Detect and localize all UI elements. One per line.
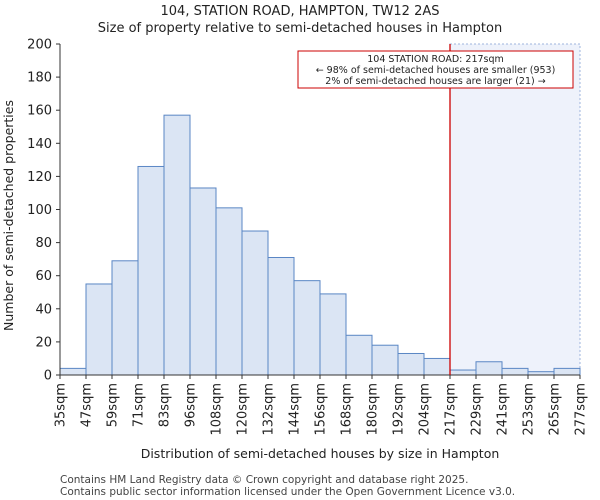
y-axis-label: Number of semi-detached properties xyxy=(1,100,16,331)
x-tick-label: 120sqm xyxy=(236,383,251,436)
bar-96sqm xyxy=(189,187,217,376)
x-tick-label: 144sqm xyxy=(288,383,303,436)
x-tick-label: 47sqm xyxy=(80,383,95,427)
x-tick-label: 241sqm xyxy=(496,383,511,436)
bar-47sqm xyxy=(85,283,113,376)
bar-71sqm xyxy=(137,165,165,376)
bar-180sqm xyxy=(371,344,399,376)
x-tick-label: 253sqm xyxy=(522,383,537,436)
x-tick-label: 265sqm xyxy=(548,383,563,436)
annotation-line-1: 104 STATION ROAD: 217sqm xyxy=(367,54,504,65)
chart-subtitle: Size of property relative to semi-detach… xyxy=(97,21,503,36)
y-tick-label: 180 xyxy=(27,71,52,86)
bar-132sqm xyxy=(267,256,295,376)
y-tick-label: 60 xyxy=(35,269,52,284)
x-tick-label: 132sqm xyxy=(262,383,277,436)
x-tick-label: 108sqm xyxy=(210,383,225,436)
y-tick-label: 80 xyxy=(35,236,52,251)
bar-35sqm xyxy=(59,367,87,376)
x-tick-label: 277sqm xyxy=(574,383,589,436)
x-tick-label: 217sqm xyxy=(444,383,459,436)
bar-217sqm xyxy=(449,369,477,376)
bar-168sqm xyxy=(345,334,373,376)
chart-title: 104, STATION ROAD, HAMPTON, TW12 2AS xyxy=(160,4,440,19)
bar-204sqm xyxy=(423,357,451,376)
x-axis-label: Distribution of semi-detached houses by … xyxy=(141,446,500,461)
footer-copyright: Contains HM Land Registry data © Crown c… xyxy=(60,474,469,486)
x-tick-label: 180sqm xyxy=(366,383,381,436)
bar-265sqm xyxy=(553,367,581,376)
x-tick-label: 192sqm xyxy=(392,383,407,436)
annotation-box xyxy=(297,50,574,89)
y-tick-label: 200 xyxy=(27,38,52,53)
x-tick-label: 229sqm xyxy=(470,383,485,436)
bar-144sqm xyxy=(293,280,321,376)
x-tick-label: 204sqm xyxy=(418,383,433,436)
x-tick-label: 71sqm xyxy=(132,383,147,427)
x-tick-label: 83sqm xyxy=(158,383,173,427)
bar-156sqm xyxy=(319,293,347,376)
y-tick-label: 160 xyxy=(27,104,52,119)
bar-241sqm xyxy=(501,367,529,376)
larger-region-highlight xyxy=(449,43,581,376)
bar-229sqm xyxy=(475,361,503,376)
y-tick-label: 120 xyxy=(27,170,52,185)
bar-83sqm xyxy=(163,114,191,376)
x-tick-label: 96sqm xyxy=(184,383,199,427)
footer-licence: Contains public sector information licen… xyxy=(60,486,516,498)
x-tick-label: 168sqm xyxy=(340,383,355,436)
bar-108sqm xyxy=(215,207,243,376)
x-tick-label: 156sqm xyxy=(314,383,329,436)
y-tick-label: 0 xyxy=(44,369,52,384)
annotation-line-3: 2% of semi-detached houses are larger (2… xyxy=(325,76,545,87)
y-tick-label: 40 xyxy=(35,302,52,317)
x-tick-label: 35sqm xyxy=(54,383,69,427)
y-tick-label: 20 xyxy=(35,335,52,350)
annotation-line-2: ← 98% of semi-detached houses are smalle… xyxy=(316,65,556,76)
bar-59sqm xyxy=(111,260,139,376)
y-tick-label: 100 xyxy=(27,203,52,218)
bar-120sqm xyxy=(241,230,269,376)
bar-192sqm xyxy=(397,352,425,376)
y-tick-label: 140 xyxy=(27,137,52,152)
x-tick-label: 59sqm xyxy=(106,383,121,427)
